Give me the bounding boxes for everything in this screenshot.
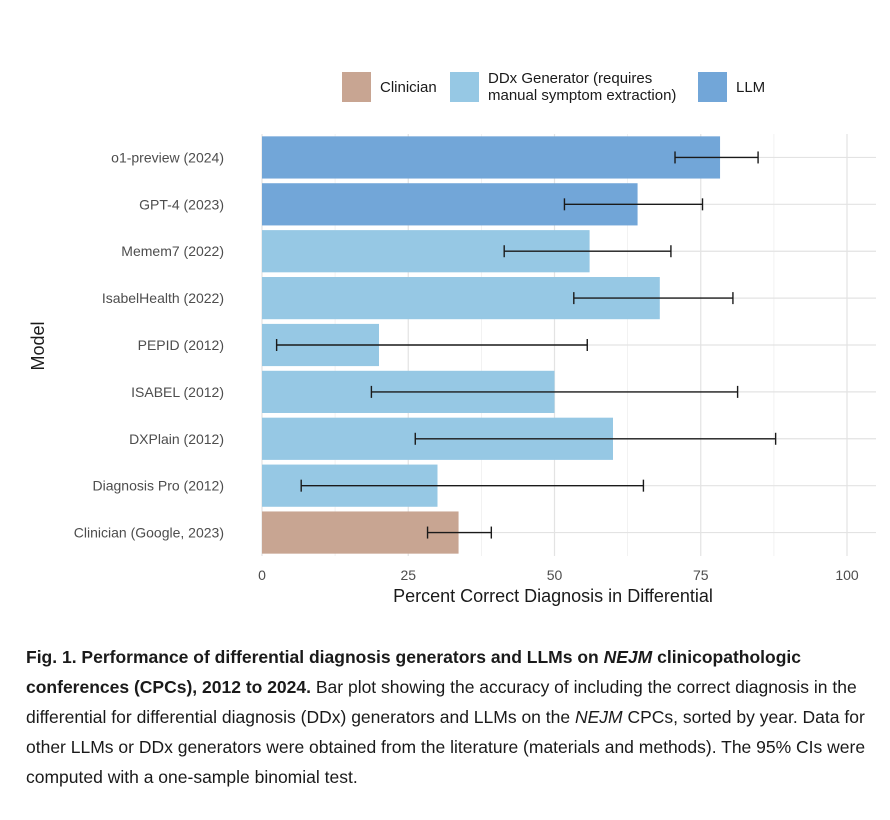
category-label: Diagnosis Pro (2012) <box>92 478 224 494</box>
error-bar <box>503 245 672 258</box>
legend-swatch <box>342 72 371 102</box>
legend-swatch <box>698 72 727 102</box>
category-label: PEPID (2012) <box>138 337 224 353</box>
category-label: GPT-4 (2023) <box>139 196 224 212</box>
category-label: ISABEL (2012) <box>131 384 224 400</box>
category-label: Memem7 (2022) <box>121 243 224 259</box>
legend-label: manual symptom extraction) <box>488 87 676 104</box>
legend-item: LLM <box>698 72 765 102</box>
x-tick-label: 50 <box>547 567 563 583</box>
error-bar <box>573 292 734 305</box>
bar <box>262 511 459 554</box>
error-bar <box>275 339 588 351</box>
caption-body-journal: NEJM <box>574 707 623 727</box>
error-bar <box>414 432 777 445</box>
error-bar <box>300 479 645 492</box>
category-labels: o1-preview (2024) GPT-4 (2023) Memem7 (202… <box>74 149 224 540</box>
x-tick-labels: 0 25 50 75 100 <box>258 567 859 583</box>
category-label: Clinician (Google, 2023) <box>74 525 224 541</box>
legend-item: Clinician <box>342 72 437 102</box>
legend-swatch <box>450 72 479 102</box>
x-axis-title: Percent Correct Diagnosis in Differentia… <box>393 586 713 606</box>
y-axis-title: Model <box>28 321 48 370</box>
category-label: IsabelHealth (2022) <box>102 290 224 306</box>
error-bar <box>370 385 739 398</box>
category-label: DXPlain (2012) <box>129 431 224 447</box>
bar <box>262 136 721 179</box>
caption-body-part-a: Bar plot showing the accuracy of includi… <box>26 677 857 727</box>
x-tick-label: 0 <box>258 567 266 583</box>
figure-label: Fig. 1. <box>26 647 77 667</box>
legend-label: DDx Generator (requires <box>488 70 652 87</box>
caption-title-part-b: clinicopathologic conferences (CPCs), 20… <box>26 647 801 697</box>
error-bars <box>275 151 777 539</box>
error-bar <box>674 151 759 164</box>
x-tick-label: 75 <box>693 567 709 583</box>
legend-label: LLM <box>736 79 765 96</box>
bars <box>262 136 721 554</box>
category-label: o1-preview (2024) <box>111 149 224 165</box>
figure-caption: Fig. 1. Performance of differential diag… <box>26 642 876 792</box>
legend-label: Clinician <box>380 79 437 96</box>
x-tick-label: 100 <box>835 567 859 583</box>
error-bar <box>563 198 704 211</box>
caption-title-journal: NEJM <box>603 647 653 667</box>
caption-title-part-a: Performance of differential diagnosis ge… <box>76 647 604 667</box>
x-tick-label: 25 <box>400 567 416 583</box>
error-bar <box>426 526 493 539</box>
caption-body-part-b: CPCs, sorted by year. Data for other LLM… <box>26 707 866 787</box>
